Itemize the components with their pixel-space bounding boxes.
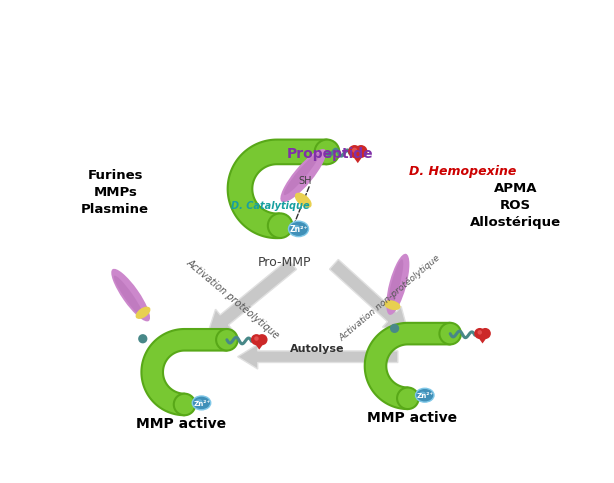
Circle shape	[268, 213, 292, 238]
Circle shape	[397, 387, 419, 409]
Ellipse shape	[192, 396, 211, 410]
Text: Activation non-protéolytique: Activation non-protéolytique	[338, 253, 443, 343]
Circle shape	[174, 394, 195, 415]
Text: SH: SH	[298, 176, 312, 185]
Text: Zn²⁺: Zn²⁺	[193, 401, 211, 407]
Text: MMP active: MMP active	[136, 417, 226, 431]
Text: APMA
ROS
Allostérique: APMA ROS Allostérique	[470, 182, 561, 229]
Ellipse shape	[114, 276, 144, 317]
FancyArrow shape	[208, 259, 297, 334]
Circle shape	[314, 140, 340, 164]
Ellipse shape	[281, 149, 326, 202]
Text: Zn²⁺: Zn²⁺	[290, 225, 308, 234]
Polygon shape	[349, 152, 366, 163]
Polygon shape	[228, 140, 327, 238]
Circle shape	[354, 145, 368, 158]
Ellipse shape	[111, 269, 150, 321]
Circle shape	[138, 334, 147, 343]
Ellipse shape	[295, 193, 312, 208]
Text: Pro-MMP: Pro-MMP	[258, 256, 311, 269]
Text: Zn²⁺: Zn²⁺	[417, 393, 434, 399]
Text: MMP active: MMP active	[367, 412, 457, 426]
Circle shape	[251, 334, 262, 345]
Ellipse shape	[384, 300, 400, 310]
Polygon shape	[365, 323, 450, 409]
Circle shape	[348, 145, 361, 158]
FancyArrow shape	[330, 259, 408, 331]
Ellipse shape	[289, 221, 308, 237]
Ellipse shape	[388, 259, 403, 308]
Text: D. Hemopexine: D. Hemopexine	[410, 165, 517, 178]
Polygon shape	[475, 333, 490, 343]
Circle shape	[478, 330, 482, 335]
Ellipse shape	[293, 225, 300, 230]
Circle shape	[474, 328, 485, 339]
Circle shape	[480, 328, 491, 339]
Text: Furines
MMPs
Plasmine: Furines MMPs Plasmine	[81, 169, 149, 216]
Circle shape	[254, 336, 258, 341]
Circle shape	[440, 323, 461, 344]
Circle shape	[257, 334, 268, 345]
Circle shape	[390, 324, 399, 333]
Text: Propeptide: Propeptide	[287, 147, 373, 161]
Ellipse shape	[386, 254, 410, 315]
Text: Autolyse: Autolyse	[290, 344, 344, 354]
FancyArrow shape	[238, 344, 398, 369]
Text: Activation protéolytique: Activation protéolytique	[185, 257, 282, 341]
Ellipse shape	[136, 307, 150, 319]
Ellipse shape	[419, 392, 426, 396]
Ellipse shape	[284, 153, 319, 195]
Polygon shape	[252, 340, 266, 350]
Ellipse shape	[416, 388, 434, 402]
Text: D. Catalytique: D. Catalytique	[231, 201, 310, 211]
Circle shape	[352, 148, 357, 153]
Ellipse shape	[196, 399, 203, 403]
Polygon shape	[141, 329, 227, 415]
Circle shape	[216, 329, 238, 351]
